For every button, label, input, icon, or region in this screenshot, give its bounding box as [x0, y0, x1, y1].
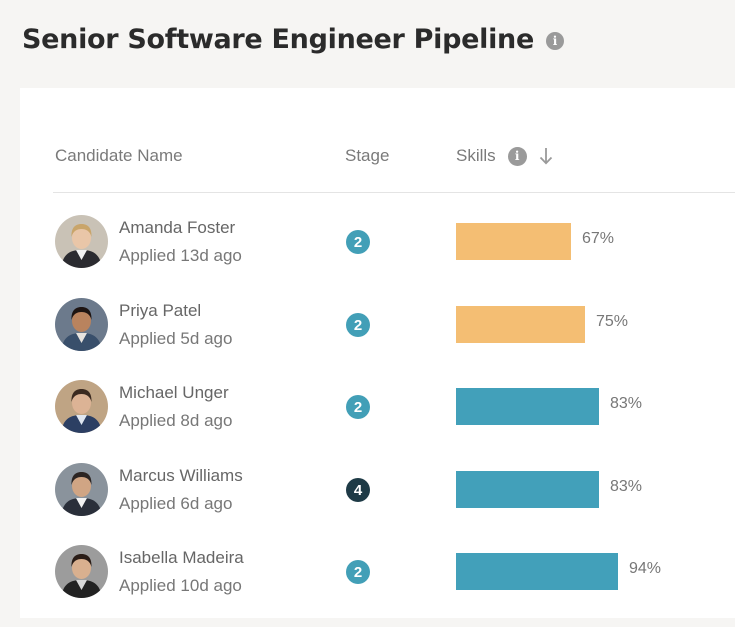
skills-percent: 94%	[629, 560, 662, 577]
skills-percent: 83%	[610, 395, 643, 412]
candidate-name[interactable]: Priya Patel	[119, 301, 202, 320]
stage-badge[interactable]: 2	[346, 313, 370, 337]
arrow-down-icon[interactable]	[539, 147, 553, 165]
applied-date: Applied 10d ago	[119, 576, 242, 595]
skills-bar	[456, 471, 599, 508]
stage-badge[interactable]: 2	[346, 230, 370, 254]
table-row[interactable]: Marcus Williams Applied 6d ago 4 83%	[20, 463, 735, 545]
table-row[interactable]: Michael Unger Applied 8d ago 2 83%	[20, 380, 735, 462]
avatar[interactable]	[55, 380, 108, 433]
column-header-label: Candidate Name	[55, 146, 183, 165]
applied-date: Applied 13d ago	[119, 246, 242, 265]
column-header-stage[interactable]: Stage	[345, 146, 389, 166]
skills-percent: 83%	[610, 478, 643, 495]
avatar[interactable]	[55, 545, 108, 598]
table-row[interactable]: Priya Patel Applied 5d ago 2 75%	[20, 298, 735, 380]
candidate-name[interactable]: Michael Unger	[119, 383, 229, 402]
candidate-list: Amanda Foster Applied 13d ago 2 67% Priya Pa…	[20, 88, 735, 618]
column-header-skills[interactable]: Skills i	[456, 146, 553, 166]
applied-date: Applied 5d ago	[119, 329, 233, 348]
applied-date: Applied 8d ago	[119, 411, 233, 430]
stage-badge[interactable]: 2	[346, 395, 370, 419]
avatar[interactable]	[55, 215, 108, 268]
table-header: Candidate Name Stage Skills i	[53, 88, 735, 193]
stage-badge[interactable]: 2	[346, 560, 370, 584]
skills-bar	[456, 223, 571, 260]
avatar[interactable]	[55, 298, 108, 351]
table-row[interactable]: Isabella Madeira Applied 10d ago 2 94%	[20, 545, 735, 627]
stage-badge[interactable]: 4	[346, 478, 370, 502]
column-header-label: Skills	[456, 146, 496, 165]
skills-bar	[456, 553, 618, 590]
candidate-name[interactable]: Amanda Foster	[119, 218, 236, 237]
column-header-label: Stage	[345, 146, 390, 165]
table-row[interactable]: Amanda Foster Applied 13d ago 2 67%	[20, 215, 735, 297]
page-title: Senior Software Engineer Pipeline	[22, 24, 534, 55]
column-header-candidate-name[interactable]: Candidate Name	[55, 146, 183, 166]
info-icon[interactable]: i	[507, 146, 527, 166]
skills-percent: 67%	[582, 230, 615, 247]
skills-bar	[456, 388, 599, 425]
candidate-name[interactable]: Marcus Williams	[119, 466, 243, 485]
applied-date: Applied 6d ago	[119, 494, 233, 513]
candidate-table-card: Candidate Name Stage Skills i Amanda Fos…	[20, 88, 735, 618]
page-header: Senior Software Engineer Pipeline i	[22, 24, 564, 55]
skills-percent: 75%	[596, 313, 629, 330]
skills-bar	[456, 306, 585, 343]
info-icon[interactable]: i	[545, 31, 564, 50]
avatar[interactable]	[55, 463, 108, 516]
candidate-name[interactable]: Isabella Madeira	[119, 548, 244, 567]
